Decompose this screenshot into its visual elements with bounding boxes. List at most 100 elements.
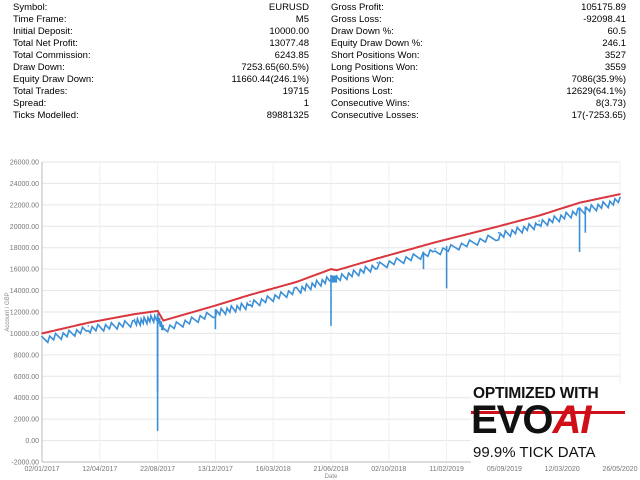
- stat-row: Initial Deposit: 10000.00: [13, 26, 309, 38]
- stat-value: 89881325: [266, 110, 309, 121]
- stat-label: Initial Deposit:: [13, 26, 73, 37]
- y-tick-label: 26000.00: [10, 160, 39, 167]
- stat-label: Total Net Profit:: [13, 38, 78, 49]
- stat-row: Ticks Modelled: 89881325: [13, 110, 309, 122]
- x-tick-label: 26/05/2020: [602, 466, 637, 473]
- x-tick-label: 12/04/2017: [82, 466, 117, 473]
- stat-value: 19715: [282, 86, 309, 97]
- stat-row: Gross Profit: 105175.89: [331, 2, 626, 14]
- y-tick-label: 10000.00: [10, 331, 39, 338]
- evoai-badge: OPTIMIZED WITH EVOAI 99.9% TICK DATA: [471, 384, 627, 464]
- balance-point: [497, 225, 500, 228]
- stat-value: 1: [303, 98, 309, 109]
- y-tick-label: 14000.00: [10, 288, 39, 295]
- x-tick-label: 11/02/2019: [429, 466, 464, 473]
- stat-row: Positions Won: 7086(35.9%): [331, 74, 626, 86]
- stat-value: 6243.85: [274, 50, 309, 61]
- stat-row: Total Net Profit: 13077.48: [13, 38, 309, 50]
- equity-point: [87, 325, 90, 327]
- stat-value: M5: [295, 14, 309, 25]
- equity-point: [376, 261, 379, 264]
- y-tick-label: 18000.00: [10, 245, 39, 252]
- equity-point: [249, 300, 251, 303]
- balance-point: [376, 257, 379, 260]
- badge-bottom-text: 99.9% TICK DATA: [473, 444, 596, 461]
- stat-label: Draw Down %:: [331, 26, 394, 37]
- y-tick-label: 20000.00: [10, 224, 39, 231]
- badge-top-text: OPTIMIZED WITH: [473, 385, 599, 402]
- balance-point: [249, 294, 251, 296]
- stat-value: 7253.65(60.5%): [241, 62, 309, 73]
- y-axis-label: Account / GBP: [5, 292, 11, 331]
- balance-point: [41, 332, 43, 335]
- badge-red-line: [471, 411, 625, 414]
- x-tick-label: 21/06/2018: [313, 466, 348, 473]
- stat-value: 60.5: [607, 26, 627, 37]
- y-tick-label: 2000.00: [14, 417, 39, 424]
- balance-line: [41, 193, 621, 335]
- stat-row: Equity Draw Down %: 246.1: [331, 38, 626, 50]
- stat-row: Positions Lost: 12629(64.1%): [331, 86, 626, 98]
- report-stats: Symbol: EURUSD Time Frame: M5 Initial De…: [0, 2, 640, 122]
- stat-row: Total Commission: 6243.85: [13, 50, 309, 62]
- stat-value: 105175.89: [581, 2, 626, 13]
- stat-value: 11660.44(246.1%): [231, 74, 309, 85]
- stat-value: 7086(35.9%): [571, 74, 626, 85]
- stat-label: Gross Loss:: [331, 14, 382, 25]
- stat-value: 8(3.73): [595, 98, 626, 109]
- equity-point: [41, 335, 43, 338]
- x-tick-label: 05/09/2019: [487, 466, 522, 473]
- stat-row: Gross Loss: -92098.41: [331, 14, 626, 26]
- x-tick-label: 02/01/2017: [24, 466, 59, 473]
- y-tick-label: 6000.00: [14, 374, 39, 381]
- equity-point: [434, 247, 436, 250]
- equity-point: [538, 220, 540, 222]
- stat-label: Long Positions Won:: [331, 62, 418, 73]
- balance-point: [335, 269, 338, 272]
- balance-point: [330, 268, 332, 270]
- stat-value: -92098.41: [583, 14, 626, 25]
- stat-value: 3527: [604, 50, 626, 61]
- stat-label: Ticks Modelled:: [13, 110, 79, 121]
- logo-ai: AI: [552, 398, 591, 442]
- stat-label: Spread:: [13, 98, 47, 109]
- y-tick-label: 16000.00: [10, 267, 39, 274]
- x-tick-label: 12/03/2020: [545, 466, 580, 473]
- stat-row: Time Frame: M5: [13, 14, 309, 26]
- stat-label: Gross Profit:: [331, 2, 384, 13]
- y-tick-label: 22000.00: [10, 202, 39, 209]
- stat-row: Spread: 1: [13, 98, 309, 110]
- stat-row: Draw Down: 7253.65(60.5%): [13, 62, 309, 74]
- y-tick-label: 12000.00: [10, 310, 39, 317]
- x-tick-label: 02/10/2018: [371, 466, 406, 473]
- stat-value: 3559: [604, 62, 626, 73]
- balance-point: [538, 214, 540, 217]
- stat-label: Symbol:: [13, 2, 48, 13]
- stat-row: Consecutive Losses: 17(-7253.65): [331, 110, 626, 122]
- y-tick-label: 24000.00: [10, 181, 39, 188]
- stat-row: Draw Down %: 60.5: [331, 26, 626, 38]
- x-tick-label: 13/12/2017: [198, 466, 233, 473]
- balance-point: [434, 241, 436, 244]
- equity-point: [133, 318, 136, 321]
- equity-point: [295, 286, 298, 289]
- stat-label: Consecutive Losses:: [331, 110, 419, 121]
- equity-line: [41, 197, 621, 344]
- stat-value: 10000.00: [269, 26, 309, 37]
- equity-point: [335, 274, 338, 277]
- stat-label: Equity Draw Down:: [13, 74, 94, 85]
- y-tick-label: 4000.00: [14, 395, 39, 402]
- stat-label: Total Commission:: [13, 50, 91, 61]
- stat-label: Time Frame:: [13, 14, 67, 25]
- stat-label: Equity Draw Down %:: [331, 38, 423, 49]
- x-axis-label: Date: [325, 474, 338, 480]
- equity-point: [162, 325, 165, 327]
- balance-point: [87, 321, 90, 324]
- balance-point: [156, 310, 159, 312]
- stat-value: EURUSD: [268, 2, 309, 13]
- stat-value: 12629(64.1%): [566, 86, 626, 97]
- stat-row: Long Positions Won: 3559: [331, 62, 626, 74]
- stat-value: 17(-7253.65): [571, 110, 626, 121]
- stat-row: Total Trades: 19715: [13, 86, 309, 98]
- balance-point: [295, 281, 298, 283]
